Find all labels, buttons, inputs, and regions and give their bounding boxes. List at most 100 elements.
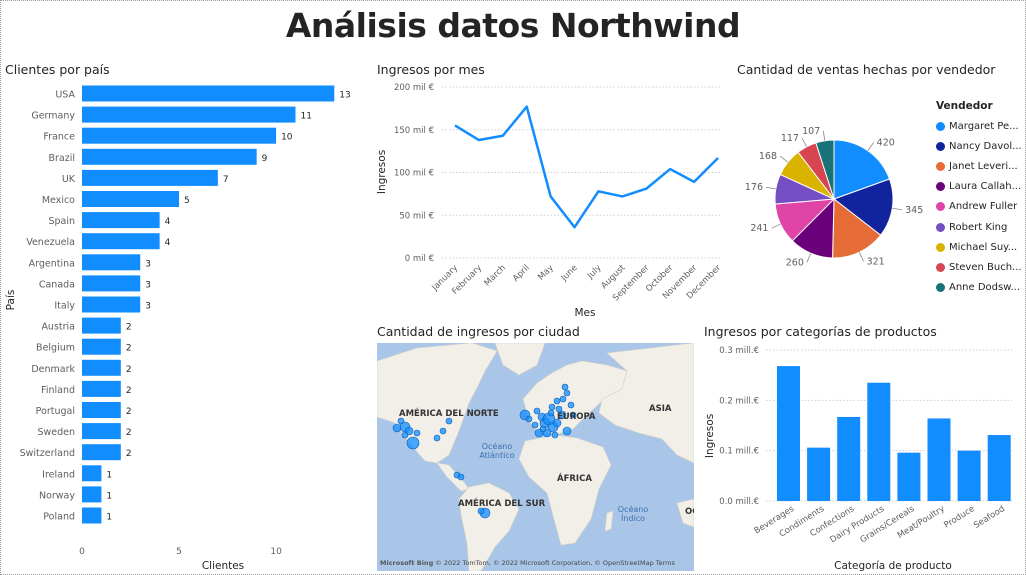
bar-venezuela[interactable]	[82, 233, 160, 250]
y-tick-label: 100 mil €	[394, 169, 434, 179]
bar-ireland[interactable]	[82, 465, 102, 482]
pie-slice[interactable]	[832, 197, 882, 259]
city-bubble[interactable]	[551, 431, 559, 439]
revenue-line[interactable]	[454, 105, 719, 229]
city-bubble[interactable]	[555, 405, 563, 413]
city-bubble[interactable]	[567, 401, 575, 409]
bar-brazil[interactable]	[82, 148, 257, 165]
city-bubble[interactable]	[557, 410, 567, 420]
ingresos-por-ciudad-map[interactable]: AMÉRICA DEL NORTE EUROPA ASIA ÁFRICA AMÉ…	[377, 343, 694, 571]
city-bubble[interactable]	[445, 417, 453, 425]
bar-dairy-products[interactable]	[867, 382, 891, 501]
legend-item[interactable]: Nancy Davol...	[936, 136, 1026, 156]
map-region-label: OC	[685, 507, 694, 517]
y-axis-title: Ingresos	[376, 150, 388, 194]
data-label: 1	[106, 491, 112, 501]
y-tick-label: 0.2 mill.€	[719, 396, 759, 406]
bar-mexico[interactable]	[82, 191, 180, 207]
legend-item[interactable]: Steven Buch...	[936, 257, 1026, 277]
bar-sweden[interactable]	[82, 423, 121, 440]
legend-item[interactable]: Margaret Pe...	[936, 116, 1026, 136]
city-bubble[interactable]	[548, 403, 556, 411]
bar-switzerland[interactable]	[82, 444, 121, 461]
city-bubble[interactable]	[539, 425, 547, 433]
y-tick-label: 150 mil €	[394, 126, 434, 136]
legend-marker	[936, 202, 945, 212]
country-label: Germany	[31, 111, 75, 122]
country-label: Italy	[54, 301, 75, 312]
bar-italy[interactable]	[82, 296, 141, 313]
country-label: Venezuela	[26, 237, 75, 248]
city-bubble[interactable]	[552, 418, 562, 428]
bar-uk[interactable]	[82, 169, 218, 186]
city-bubble[interactable]	[547, 409, 555, 417]
bar-condiments[interactable]	[807, 447, 831, 501]
city-bubble[interactable]	[406, 436, 420, 450]
city-bubble[interactable]	[477, 507, 485, 515]
bar-norway[interactable]	[82, 486, 102, 503]
bar-france[interactable]	[82, 127, 277, 144]
city-bubble[interactable]	[531, 421, 539, 429]
data-label: 2	[126, 386, 132, 396]
y-tick-label: 50 mil €	[399, 211, 434, 221]
bar-meat-poultry[interactable]	[927, 418, 951, 501]
city-bubble[interactable]	[457, 473, 465, 481]
legend-item[interactable]: Robert King	[936, 217, 1026, 237]
x-axis-title: Mes	[575, 307, 596, 319]
legend-label: Laura Callah...	[949, 181, 1022, 193]
bar-grains-cereals[interactable]	[897, 452, 921, 501]
bar-argentina[interactable]	[82, 254, 141, 271]
bar-belgium[interactable]	[82, 338, 121, 355]
city-bubble[interactable]	[559, 395, 567, 403]
data-label: 1	[106, 513, 112, 523]
bar-finland[interactable]	[82, 380, 121, 397]
data-label: 2	[126, 449, 132, 459]
bar-portugal[interactable]	[82, 402, 121, 418]
legend-item[interactable]: Andrew Fuller	[936, 197, 1026, 217]
city-bubbles[interactable]	[392, 383, 577, 519]
ingresos-por-mes-chart[interactable]: 0 mil € 50 mil € 100 mil € 150 mil € 200 mil…	[372, 78, 723, 323]
bar-produce[interactable]	[957, 450, 981, 501]
city-bubble[interactable]	[525, 415, 533, 423]
city-bubble[interactable]	[413, 429, 421, 437]
legend-item[interactable]: Janet Leveri...	[936, 156, 1026, 176]
leader-line	[806, 253, 812, 263]
bar-spain[interactable]	[82, 212, 160, 229]
city-bubble[interactable]	[553, 397, 561, 405]
data-label: 2	[126, 344, 132, 354]
y-tick-label: 0 mil €	[405, 254, 434, 264]
bar-austria[interactable]	[82, 317, 121, 334]
city-bubble[interactable]	[562, 426, 572, 436]
legend-item[interactable]: Michael Suy...	[936, 237, 1026, 257]
category-label: Produce	[942, 504, 976, 531]
city-bubble[interactable]	[433, 434, 441, 442]
legend-marker	[936, 141, 945, 151]
legend-item[interactable]: Laura Callah...	[936, 177, 1026, 197]
x-axis-title: Categoría de producto	[834, 560, 952, 572]
legend-marker	[936, 283, 945, 293]
city-bubble[interactable]	[533, 407, 541, 415]
bar-denmark[interactable]	[82, 359, 121, 376]
bar-poland[interactable]	[82, 507, 102, 524]
legend-item[interactable]: Anne Dodsw...	[936, 278, 1026, 298]
data-label: 107	[802, 126, 820, 137]
country-label: Poland	[43, 512, 75, 523]
bar-canada[interactable]	[82, 275, 141, 292]
bar-beverages[interactable]	[777, 366, 800, 501]
city-bubble[interactable]	[561, 383, 569, 391]
month-label: May	[536, 263, 556, 283]
country-label: Canada	[39, 279, 75, 290]
bar-germany[interactable]	[82, 106, 296, 123]
city-bubble[interactable]	[563, 389, 571, 397]
bar-seafood[interactable]	[987, 435, 1011, 501]
legend-marker	[936, 242, 945, 252]
ingresos-por-categoria-chart[interactable]: 0.0 mill.€ 0.1 mill.€ 0.2 mill.€ 0.3 mill.€…	[700, 338, 1026, 575]
bar-confections[interactable]	[837, 416, 861, 501]
city-bubble[interactable]	[569, 411, 577, 419]
city-bubble[interactable]	[439, 427, 447, 435]
city-bubble[interactable]	[401, 431, 409, 439]
bar-usa[interactable]	[82, 85, 335, 102]
data-label: 168	[759, 151, 777, 162]
